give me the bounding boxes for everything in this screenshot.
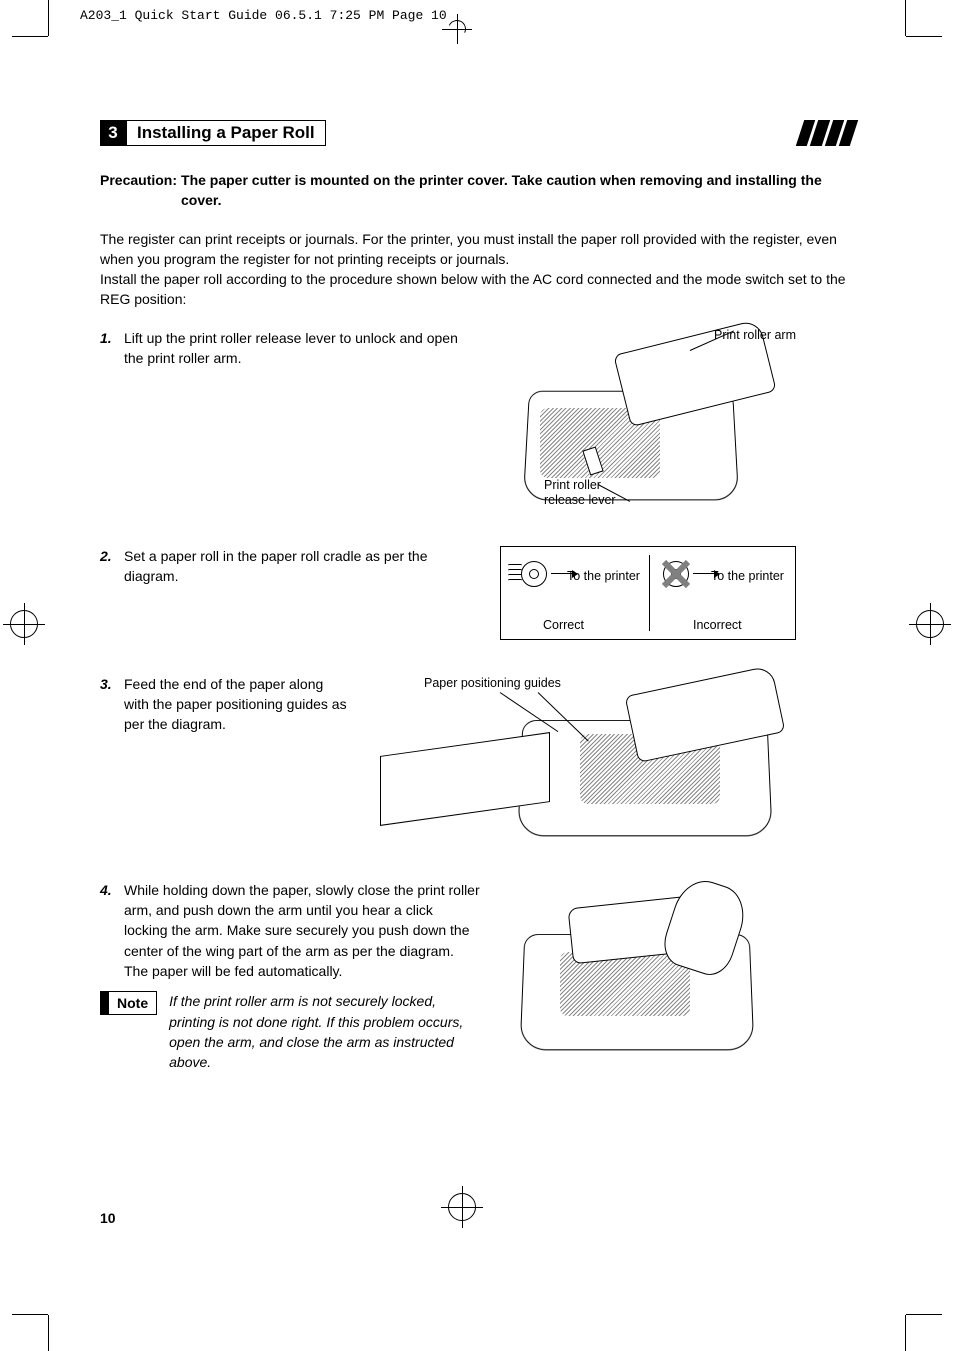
diagram-step1: Print roller arm Print roller release le…: [500, 328, 796, 520]
precaution: Precaution: The paper cutter is mounted …: [100, 170, 854, 211]
registration-mark: [10, 610, 38, 638]
label-correct: Correct: [543, 618, 584, 633]
step-number: 1.: [100, 328, 124, 369]
section-number: 3: [100, 120, 126, 146]
print-slug: A203_1 Quick Start Guide 06.5.1 7:25 PM …: [80, 8, 447, 23]
label-arm: Print roller arm: [714, 328, 796, 343]
label-lever-l2: release lever: [544, 493, 616, 508]
step-number: 3.: [100, 674, 124, 735]
note-text: If the print roller arm is not securely …: [169, 991, 480, 1072]
crop-mark: [48, 0, 49, 36]
label-guides: Paper positioning guides: [424, 676, 561, 691]
diagram-step3: Paper positioning guides: [370, 674, 800, 850]
step-3: 3. Feed the end of the paper along with …: [100, 674, 350, 735]
step-number: 4.: [100, 880, 124, 981]
step-text: Set a paper roll in the paper roll cradl…: [124, 546, 480, 587]
crop-mark: [905, 1315, 906, 1351]
crop-mark: [12, 1314, 48, 1315]
intro-text: The register can print receipts or journ…: [100, 229, 854, 310]
label-to-printer: To the printer: [711, 569, 784, 584]
section-title: Installing a Paper Roll: [126, 120, 326, 146]
note-label: Note: [108, 991, 157, 1015]
crop-mark: [906, 36, 942, 37]
step-1: 1. Lift up the print roller release leve…: [100, 328, 480, 369]
step-text: Feed the end of the paper along with the…: [124, 674, 350, 735]
diagram-step2: To the printer Correct To the printer In…: [500, 546, 796, 640]
x-mark-icon: [659, 557, 693, 591]
header-reg-mark: [448, 20, 466, 38]
intro-p1: The register can print receipts or journ…: [100, 229, 854, 270]
step-2: 2. Set a paper roll in the paper roll cr…: [100, 546, 480, 587]
label-lever-l1: Print roller: [544, 478, 616, 493]
intro-p2: Install the paper roll according to the …: [100, 269, 854, 310]
crop-mark: [48, 1315, 49, 1351]
page-number: 10: [100, 1210, 116, 1226]
step-text: Lift up the print roller release lever t…: [124, 328, 480, 369]
page: 3 Installing a Paper Roll Precaution: Th…: [50, 38, 904, 1238]
step-4: 4. While holding down the paper, slowly …: [100, 880, 480, 981]
precaution-text: The paper cutter is mounted on the print…: [181, 170, 854, 211]
paper-roll-icon: [521, 561, 547, 587]
precaution-label: Precaution:: [100, 170, 177, 211]
step-text: While holding down the paper, slowly clo…: [124, 880, 480, 981]
note-badge: Note: [100, 991, 157, 1015]
label-to-printer: To the printer: [567, 569, 640, 584]
section-header: 3 Installing a Paper Roll: [100, 120, 854, 146]
crop-mark: [906, 1314, 942, 1315]
registration-mark: [916, 610, 944, 638]
label-incorrect: Incorrect: [693, 618, 742, 633]
note: Note If the print roller arm is not secu…: [100, 991, 480, 1072]
section-stripes-icon: [796, 120, 858, 146]
crop-mark: [12, 36, 48, 37]
diagram-step4: [500, 880, 796, 1066]
crop-mark: [905, 0, 906, 36]
step-number: 2.: [100, 546, 124, 587]
